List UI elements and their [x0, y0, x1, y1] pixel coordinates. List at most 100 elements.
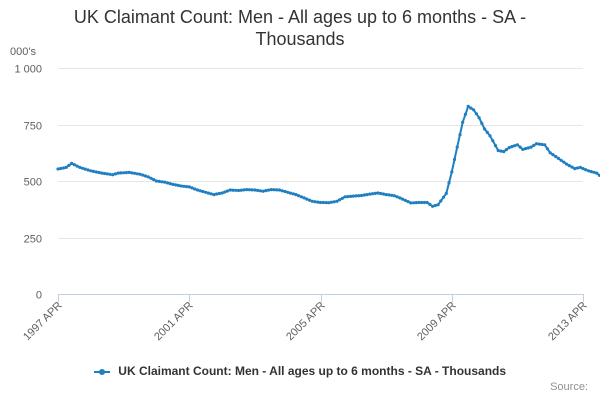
- data-point: [488, 134, 492, 138]
- data-point: [387, 193, 391, 197]
- data-point: [56, 167, 60, 171]
- data-point: [368, 192, 372, 196]
- data-point: [441, 195, 446, 199]
- x-axis: 1997 APR 2001 APR 2005 APR 2009 APR 2013 APR: [21, 294, 590, 343]
- data-point: [422, 200, 426, 205]
- data-point: [171, 182, 175, 186]
- data-point: [154, 179, 158, 183]
- data-point: [116, 171, 120, 175]
- data-point: [526, 146, 530, 150]
- data-point: [573, 167, 577, 171]
- data-point: [70, 161, 74, 165]
- data-point: [176, 183, 180, 187]
- data-point: [206, 191, 210, 195]
- legend[interactable]: UK Claimant Count: Men - All ages up to …: [0, 364, 600, 378]
- data-point: [491, 139, 495, 143]
- data-point: [239, 188, 243, 192]
- data-point: [174, 183, 178, 187]
- data-point: [149, 176, 153, 180]
- data-point: [411, 201, 416, 205]
- data-point: [373, 191, 377, 195]
- data-point: [565, 162, 569, 166]
- data-point: [272, 188, 276, 192]
- data-series: [56, 104, 600, 208]
- data-point: [431, 204, 435, 208]
- data-point: [89, 169, 93, 173]
- data-point: [152, 178, 156, 182]
- data-point: [130, 171, 134, 175]
- data-point: [472, 108, 476, 112]
- data-point: [554, 154, 558, 159]
- chart-title-line-1: UK Claimant Count: Men - All ages up to …: [73, 7, 527, 27]
- data-point: [75, 164, 79, 168]
- data-point: [581, 167, 585, 171]
- y-axis: 0 250 500 750 1 000: [14, 64, 42, 302]
- data-point: [518, 145, 522, 149]
- data-point: [266, 188, 271, 192]
- data-point: [575, 166, 580, 170]
- data-point: [417, 200, 421, 205]
- data-point: [338, 198, 342, 202]
- data-point: [392, 194, 396, 198]
- data-point: [400, 197, 405, 201]
- data-point: [406, 200, 410, 204]
- data-point: [141, 173, 145, 177]
- data-point: [220, 191, 224, 195]
- data-point: [275, 188, 279, 192]
- data-point: [480, 121, 484, 125]
- data-point: [250, 188, 254, 192]
- data-point: [256, 188, 260, 192]
- data-point: [193, 187, 197, 191]
- data-point: [179, 184, 183, 188]
- data-point: [61, 166, 66, 170]
- chart-title-line-2: Thousands: [255, 29, 345, 49]
- data-point: [507, 146, 511, 150]
- series-markers: [56, 104, 600, 208]
- data-point: [425, 200, 429, 205]
- data-point: [209, 192, 213, 196]
- data-point: [578, 165, 582, 169]
- legend-line-marker-icon: [93, 367, 110, 377]
- data-point: [409, 201, 413, 205]
- data-point: [461, 120, 465, 124]
- data-point: [283, 189, 287, 194]
- data-point: [308, 198, 312, 202]
- data-point: [215, 192, 219, 196]
- data-point: [102, 171, 107, 176]
- data-point: [157, 179, 161, 183]
- data-point: [64, 165, 68, 169]
- data-point: [119, 171, 123, 175]
- data-point: [168, 182, 172, 186]
- y-tick-label: 0: [36, 290, 42, 302]
- data-point: [359, 193, 364, 198]
- series-line: [57, 105, 600, 208]
- data-point: [362, 193, 366, 197]
- data-point: [212, 193, 216, 197]
- data-point: [532, 143, 536, 147]
- data-point: [236, 188, 241, 193]
- data-point: [225, 189, 230, 193]
- data-point: [124, 171, 128, 175]
- data-point: [108, 172, 112, 176]
- data-point: [370, 192, 375, 196]
- data-point: [67, 163, 71, 167]
- data-point: [493, 144, 498, 148]
- data-point: [163, 180, 167, 184]
- data-point: [340, 196, 344, 200]
- data-point: [458, 133, 462, 137]
- data-point: [253, 188, 257, 192]
- data-point: [198, 189, 202, 193]
- data-point: [143, 174, 148, 178]
- data-point: [324, 201, 328, 205]
- data-point: [269, 188, 273, 192]
- data-point: [444, 191, 448, 195]
- data-point: [204, 190, 208, 194]
- x-tick-label: 2001 APR: [152, 300, 196, 344]
- y-axis-unit-label: 000's: [10, 46, 36, 58]
- data-point: [313, 200, 317, 204]
- data-point: [100, 171, 104, 175]
- data-point: [463, 112, 467, 116]
- data-point: [305, 197, 309, 201]
- source-label: Source:: [550, 381, 588, 393]
- data-point: [321, 200, 325, 205]
